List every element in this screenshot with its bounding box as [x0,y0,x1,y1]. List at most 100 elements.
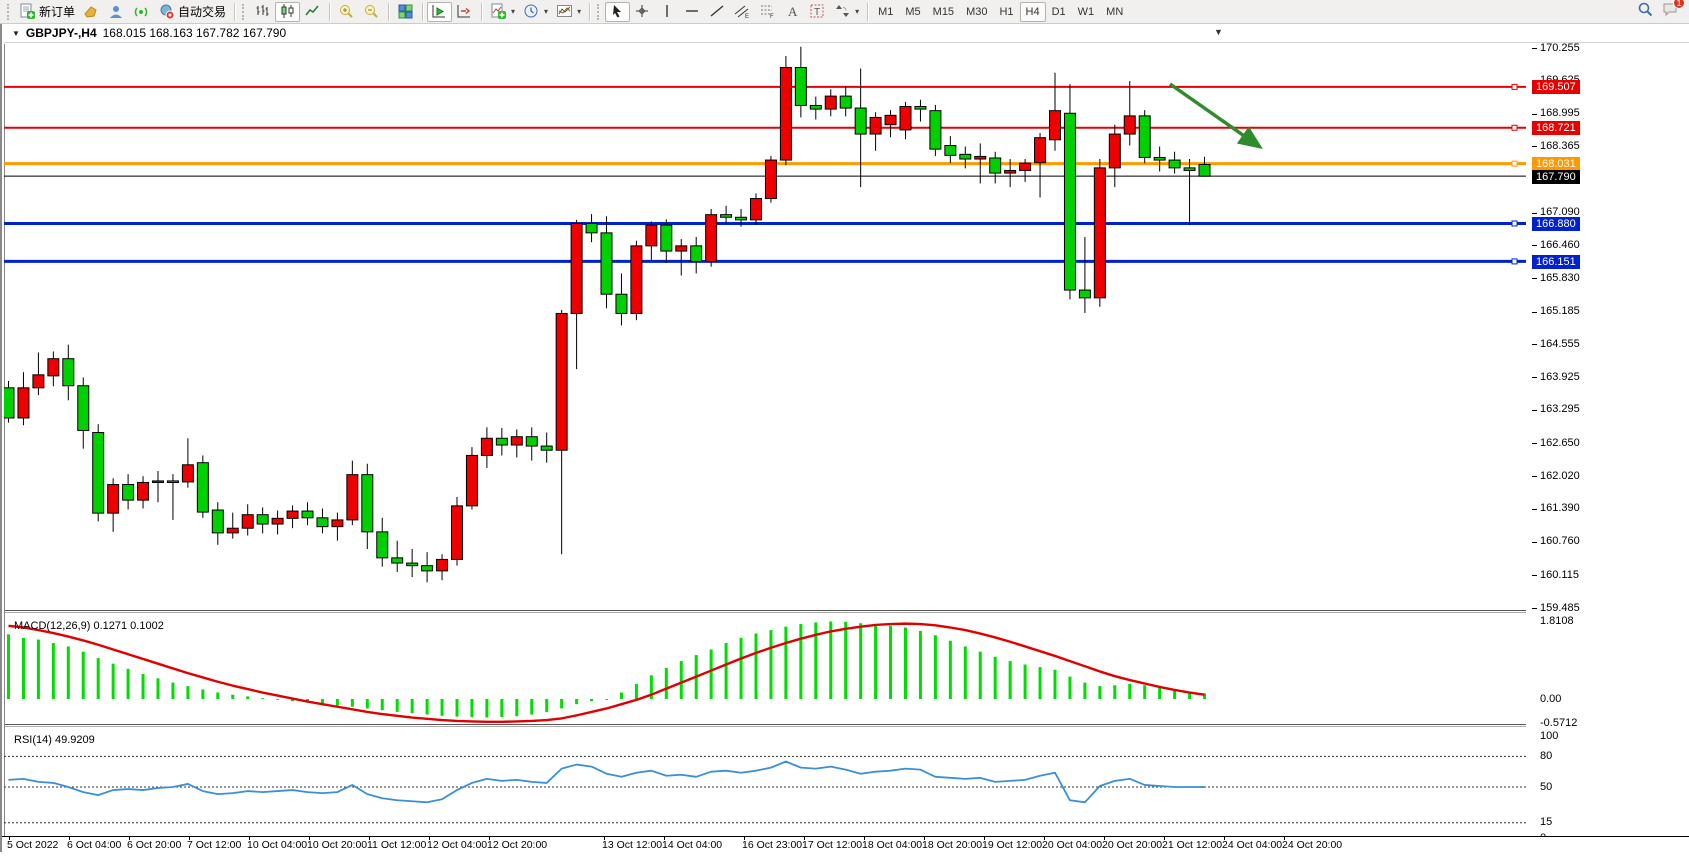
auto-scroll-button[interactable] [427,1,453,22]
candle-body [301,510,314,519]
toolbar-separator [388,2,390,21]
rsi-axis-tick: 50 [1540,780,1553,793]
new-order-icon [19,3,36,20]
zoom-in-button[interactable] [334,2,359,22]
candle-body [570,223,583,314]
candle-body [764,159,777,200]
autotrading-button[interactable]: 自动交易 [154,2,230,22]
arrows-button[interactable]: ▾ [830,2,863,22]
timeframe-button-mn[interactable]: MN [1106,5,1124,18]
time-tick-mark [924,837,925,840]
fibonacci-button[interactable]: F [755,2,780,22]
new-order-button[interactable]: 新订单 [15,2,79,22]
candlestick-button[interactable] [275,1,301,22]
crosshair-button[interactable] [630,2,655,22]
timeframe-button-m30[interactable]: M30 [966,5,988,18]
zoom-out-button[interactable] [359,2,384,22]
price-tick-label: 163.295 [1540,403,1580,416]
price-tick-mark [1532,278,1537,280]
text-label-button[interactable]: T [805,2,830,22]
time-tick-label: 5 Oct 2022 [7,839,59,851]
notifications-button[interactable]: 1 [1662,0,1685,23]
timeframe-button-m1[interactable]: M1 [878,5,894,18]
price-tick-mark [1532,245,1537,247]
search-icon[interactable] [1637,1,1654,23]
time-tick-mark [1044,837,1045,840]
line-chart-button[interactable] [300,2,325,22]
metaeditor-button[interactable] [79,2,104,22]
trendline-button[interactable] [705,2,730,22]
toolbar-grip[interactable] [597,3,602,20]
cursor-button[interactable] [605,1,631,22]
line-drag-handle[interactable] [1511,160,1518,167]
line-drag-handle[interactable] [1511,83,1518,90]
line-drag-handle[interactable] [1511,258,1518,265]
price-tick-label: 165.185 [1540,305,1580,318]
price-axis: 170.255169.625168.995168.365167.090166.4… [1532,42,1689,844]
timeframe-button-w1[interactable]: W1 [1077,5,1095,18]
price-level-badge: 166.880 [1532,217,1580,231]
time-tick-mark [309,837,310,840]
templates-button[interactable]: ▾ [552,2,585,22]
macd-indicator-label: MACD(12,26,9) 0.1271 0.1002 [14,620,164,632]
candle-body [152,480,164,483]
time-tick-mark [129,837,130,840]
vertical-line-button[interactable] [655,2,680,22]
chart-shift-button[interactable] [452,2,477,22]
horizontal-line-button[interactable] [680,2,705,22]
price-tick-mark [1532,443,1537,445]
candle-body [690,245,703,262]
chart-shift-icon [456,3,473,20]
time-tick-mark [189,837,190,840]
new-order-button-label: 新订单 [39,5,76,19]
bar-chart-icon [254,3,271,20]
line-drag-handle[interactable] [1511,220,1518,227]
timeframe-button-d1[interactable]: D1 [1051,5,1066,18]
community-button[interactable] [104,2,129,22]
candlestick-icon [279,3,296,20]
price-tick-mark [1532,409,1537,411]
chart-collapse-icon[interactable]: ▼ [12,28,20,38]
svg-text:F: F [770,14,774,20]
trend-arrow-annotation[interactable] [1168,82,1263,150]
price-tick-label: 165.830 [1540,271,1580,284]
time-tick-label: 10 Oct 04:00 [247,839,308,851]
signals-button[interactable] [129,2,154,22]
timeframe-button-m5[interactable]: M5 [905,5,921,18]
line-drag-handle[interactable] [1511,124,1518,131]
candle-body [1168,159,1181,169]
trendline-icon [709,3,726,20]
auto-scroll-icon [431,3,448,20]
toolbar-grip[interactable] [7,3,12,20]
time-tick-mark [369,837,370,840]
candle-body [316,517,329,528]
candle-body [137,481,150,501]
rsi-line [8,760,1205,804]
text-button[interactable]: A [780,2,805,22]
equidistant-channel-button[interactable]: E [730,2,755,22]
chart-shift-marker[interactable]: ▼ [1214,27,1223,37]
templates-icon [556,3,573,20]
tile-windows-button[interactable] [393,2,418,22]
toolbar-grip[interactable] [242,3,247,20]
price-tick-mark [1532,575,1537,577]
timeframe-button-h4[interactable]: H4 [1019,1,1046,22]
candle-body [4,387,15,419]
timeframe-button-h1[interactable]: H1 [999,5,1014,18]
time-tick-label: 19 Oct 12:00 [982,839,1043,851]
candle-body [675,245,688,252]
time-tick-label: 12 Oct 20:00 [487,839,548,851]
price-tick-label: 168.995 [1540,107,1580,120]
toolbar-separator [867,2,869,21]
bar-chart-button[interactable] [250,2,275,22]
timeframe-button-m15[interactable]: M15 [932,5,955,18]
periods-button[interactable]: ▾ [519,2,552,22]
candle-body [480,437,493,456]
candle-body [899,106,912,131]
notification-count-badge: 1 [1673,0,1685,9]
zoom-in-icon [338,3,355,20]
candle-body [1093,167,1106,299]
indicators-button[interactable]: ▾ [486,2,519,22]
price-tick-mark [1532,311,1537,313]
